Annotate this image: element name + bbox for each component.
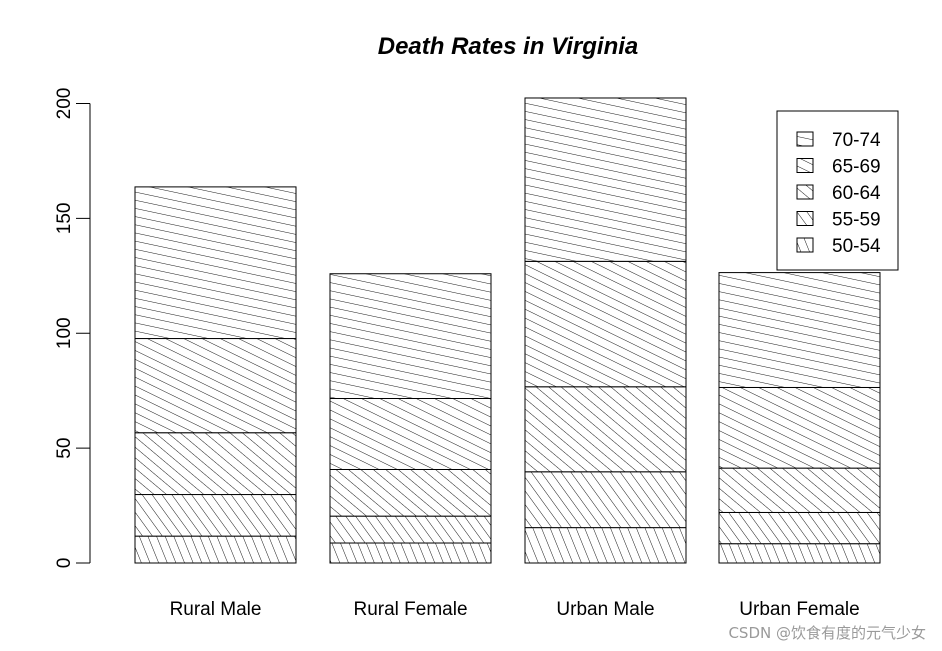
x-category-label: Rural Female [353, 599, 467, 620]
bar-segment-55-59 [134, 494, 297, 537]
legend: 70-74 65-69 60-64 55-59 50-54 [776, 110, 899, 271]
bar-segment-70-74 [329, 273, 492, 399]
y-axis: 0 50 100 150 200 [54, 88, 91, 569]
legend-label: 50-54 [832, 236, 881, 257]
bar-segment-55-59 [329, 515, 492, 544]
y-tick-label: 150 [54, 203, 75, 235]
bar-segment-55-59 [524, 471, 687, 529]
bar-segment-70-74 [718, 272, 881, 388]
bar-segment-65-69 [134, 338, 297, 434]
bar-segment-60-64 [134, 432, 297, 496]
bar-segment-60-64 [329, 468, 492, 517]
y-tick-label: 0 [54, 558, 75, 569]
bar-segment-65-69 [329, 397, 492, 470]
y-tick-label: 50 [54, 438, 75, 459]
watermark: CSDN @饮食有度的元气少女 [728, 624, 926, 642]
x-category-label: Urban Female [739, 599, 859, 620]
legend-swatch [796, 211, 814, 226]
bar-segment-50-54 [329, 542, 492, 564]
legend-label: 55-59 [832, 210, 881, 231]
bar-segment-60-64 [718, 467, 881, 513]
bar-segment-70-74 [524, 97, 687, 262]
bars [134, 97, 881, 564]
bar-segment-50-54 [718, 543, 881, 564]
legend-swatch [796, 131, 814, 147]
legend-label: 70-74 [832, 130, 881, 151]
legend-swatch [796, 237, 814, 253]
x-category-label: Rural Male [170, 599, 262, 620]
y-tick-label: 100 [54, 317, 75, 349]
bar-segment-65-69 [524, 260, 687, 388]
chart-title: Death Rates in Virginia [378, 33, 639, 60]
legend-label: 60-64 [832, 183, 881, 204]
category-labels: Rural Male Rural Female Urban Male Urban Fe… [170, 599, 860, 620]
bar-segment-65-69 [718, 386, 881, 469]
legend-swatch [796, 158, 814, 173]
bar-segment-50-54 [134, 535, 297, 564]
bar-segment-50-54 [524, 527, 687, 564]
x-category-label: Urban Male [556, 599, 654, 620]
bar-segment-70-74 [134, 186, 297, 340]
legend-swatch [796, 184, 814, 200]
y-tick-label: 200 [54, 88, 75, 120]
legend-label: 65-69 [832, 157, 881, 178]
bar-segment-60-64 [524, 386, 687, 473]
bar-segment-55-59 [718, 511, 881, 545]
